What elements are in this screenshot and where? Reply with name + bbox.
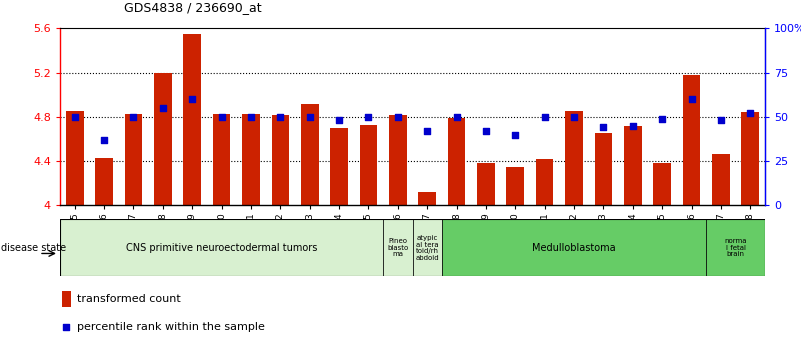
Point — [509, 132, 521, 137]
Point — [362, 114, 375, 120]
Point — [304, 114, 316, 120]
Point — [98, 137, 111, 143]
Bar — [418, 192, 436, 205]
Bar — [66, 111, 83, 205]
Text: Pineo
blasto
ma: Pineo blasto ma — [387, 238, 409, 257]
Point — [60, 325, 73, 330]
Point — [568, 114, 581, 120]
Bar — [383, 219, 413, 276]
Text: GDS4838 / 236690_at: GDS4838 / 236690_at — [124, 1, 262, 14]
Point — [538, 114, 551, 120]
Text: percentile rank within the sample: percentile rank within the sample — [77, 322, 265, 332]
Bar — [712, 154, 730, 205]
Point — [656, 116, 669, 121]
Bar — [60, 219, 383, 276]
Point — [597, 125, 610, 130]
Point — [685, 96, 698, 102]
Bar — [448, 118, 465, 205]
Text: norma
l fetal
brain: norma l fetal brain — [724, 238, 747, 257]
Text: transformed count: transformed count — [77, 294, 181, 304]
Bar — [242, 114, 260, 205]
Point — [68, 114, 81, 120]
Bar — [413, 219, 442, 276]
Bar — [272, 115, 289, 205]
Bar — [594, 133, 612, 205]
Bar — [154, 73, 171, 205]
Bar — [301, 104, 319, 205]
Point — [480, 128, 493, 134]
Point — [332, 118, 345, 123]
Bar — [125, 114, 143, 205]
Bar — [566, 111, 583, 205]
Bar — [477, 163, 495, 205]
Bar — [330, 128, 348, 205]
Point — [450, 114, 463, 120]
Bar — [682, 75, 700, 205]
Point — [392, 114, 405, 120]
Bar — [183, 34, 201, 205]
Point — [127, 114, 140, 120]
Text: atypic
al tera
toid/rh
abdoid: atypic al tera toid/rh abdoid — [416, 235, 439, 261]
Point — [156, 105, 169, 111]
Point — [714, 118, 727, 123]
Point — [244, 114, 257, 120]
Bar — [624, 126, 642, 205]
Bar — [506, 167, 524, 205]
Bar — [742, 113, 759, 205]
Bar — [442, 219, 706, 276]
Bar — [536, 159, 553, 205]
Text: CNS primitive neuroectodermal tumors: CNS primitive neuroectodermal tumors — [126, 243, 317, 253]
Bar — [95, 158, 113, 205]
Bar — [62, 291, 70, 307]
Text: Medulloblastoma: Medulloblastoma — [532, 243, 616, 253]
Bar — [213, 114, 231, 205]
Bar — [360, 125, 377, 205]
Bar — [389, 115, 407, 205]
Text: disease state: disease state — [1, 243, 66, 253]
Bar — [706, 219, 765, 276]
Bar — [654, 163, 671, 205]
Point — [186, 96, 199, 102]
Point — [421, 128, 433, 134]
Point — [274, 114, 287, 120]
Point — [744, 110, 757, 116]
Point — [626, 123, 639, 129]
Point — [215, 114, 228, 120]
